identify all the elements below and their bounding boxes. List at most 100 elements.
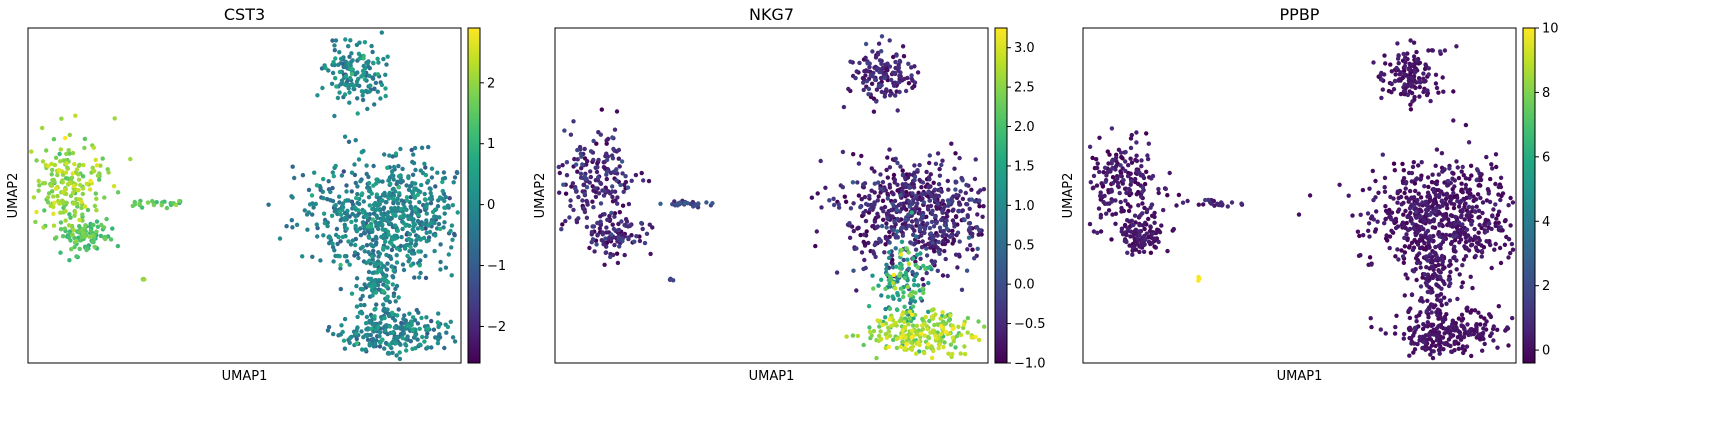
scatter-point <box>1402 244 1408 249</box>
scatter-point <box>1413 177 1419 182</box>
axes-frame <box>554 27 989 364</box>
scatter-point <box>365 224 371 229</box>
scatter-point <box>1167 170 1172 176</box>
scatter-point <box>898 335 904 340</box>
scatter-point <box>1428 98 1433 104</box>
scatter-point <box>74 167 80 172</box>
scatter-point <box>348 38 353 43</box>
scatter-point <box>79 199 84 205</box>
scatter-point <box>887 165 893 170</box>
scatter-point <box>593 194 599 199</box>
scatter-point <box>913 240 918 245</box>
scatter-point <box>375 72 381 77</box>
scatter-point <box>969 197 974 202</box>
scatter-point <box>1476 332 1482 337</box>
scatter-point <box>398 243 404 249</box>
scatter-point <box>902 185 907 190</box>
scatter-point <box>580 198 585 203</box>
scatter-point <box>1462 327 1467 332</box>
scatter-point <box>918 256 923 261</box>
scatter-point <box>1421 71 1426 76</box>
scatter-point <box>1437 351 1442 356</box>
scatter-point <box>55 193 60 199</box>
scatter-point <box>968 225 973 230</box>
scatter-point <box>1446 217 1451 222</box>
scatter-point <box>94 229 99 234</box>
scatter-point <box>897 59 903 64</box>
scatter-point <box>1126 186 1132 192</box>
scatter-point <box>1389 217 1394 222</box>
scatter-point <box>398 214 403 220</box>
scatter-point <box>401 316 406 322</box>
scatter-point <box>1496 192 1501 197</box>
scatter-point <box>65 166 71 171</box>
scatter-point <box>355 184 360 189</box>
scatter-point <box>399 198 404 203</box>
scatter-point <box>1431 332 1437 337</box>
scatter-point <box>64 151 69 157</box>
scatter-point <box>400 336 405 341</box>
scatter-point <box>639 170 644 176</box>
scatter-point <box>954 179 959 185</box>
scatter-point <box>887 240 892 245</box>
scatter-point <box>1423 199 1429 204</box>
scatter-point <box>910 312 915 317</box>
scatter-point <box>383 284 389 289</box>
scatter-point <box>911 256 916 261</box>
scatter-point <box>1460 222 1465 227</box>
scatter-point <box>611 226 617 232</box>
scatter-point <box>1476 183 1481 188</box>
scatter-point <box>897 266 903 271</box>
scatter-point <box>1449 323 1455 329</box>
scatter-point <box>142 277 147 282</box>
scatter-point <box>593 186 598 191</box>
scatter-point <box>1121 178 1126 183</box>
scatter-point <box>1103 179 1108 184</box>
scatter-point <box>72 210 78 215</box>
scatter-point <box>355 326 360 331</box>
scatter-point <box>938 316 943 321</box>
scatter-point <box>1464 344 1470 349</box>
scatter-point <box>72 213 77 218</box>
scatter-point <box>1440 199 1445 204</box>
scatter-point <box>389 173 395 178</box>
scatter-point <box>927 160 932 166</box>
scatter-point <box>938 324 944 329</box>
scatter-point <box>905 257 910 262</box>
scatter-point <box>150 198 155 204</box>
scatter-point <box>383 86 388 91</box>
scatter-point <box>911 185 917 190</box>
axes-frame <box>27 27 462 364</box>
scatter-point <box>861 182 866 187</box>
scatter-point <box>886 344 891 350</box>
scatter-point <box>383 93 388 99</box>
scatter-point <box>928 231 934 236</box>
scatter-point <box>915 283 921 288</box>
scatter-point <box>588 169 593 174</box>
scatter-point <box>575 147 580 153</box>
scatter-point <box>396 295 401 300</box>
scatter-point <box>351 86 356 92</box>
scatter-point <box>389 247 395 253</box>
scatter-point <box>928 172 933 177</box>
scatter-point <box>1491 338 1496 343</box>
scatter-point <box>80 226 85 232</box>
scatter-point <box>1391 87 1397 92</box>
scatter-point <box>310 254 315 259</box>
scatter-point <box>958 189 963 194</box>
colorbar-gradient <box>1522 27 1536 364</box>
scatter-point <box>367 212 372 217</box>
scatter-point <box>145 200 151 205</box>
scatter-point <box>355 191 360 197</box>
scatter-point <box>1462 217 1467 222</box>
scatter-point <box>343 74 349 79</box>
scatter-point <box>953 151 958 156</box>
scatter-point <box>1152 236 1157 241</box>
scatter-point <box>387 221 393 226</box>
scatter-point <box>915 70 921 75</box>
scatter-point <box>957 155 962 161</box>
scatter-point <box>940 273 946 278</box>
scatter-point <box>874 87 880 92</box>
scatter-point <box>880 187 885 192</box>
scatter-point <box>942 314 948 319</box>
